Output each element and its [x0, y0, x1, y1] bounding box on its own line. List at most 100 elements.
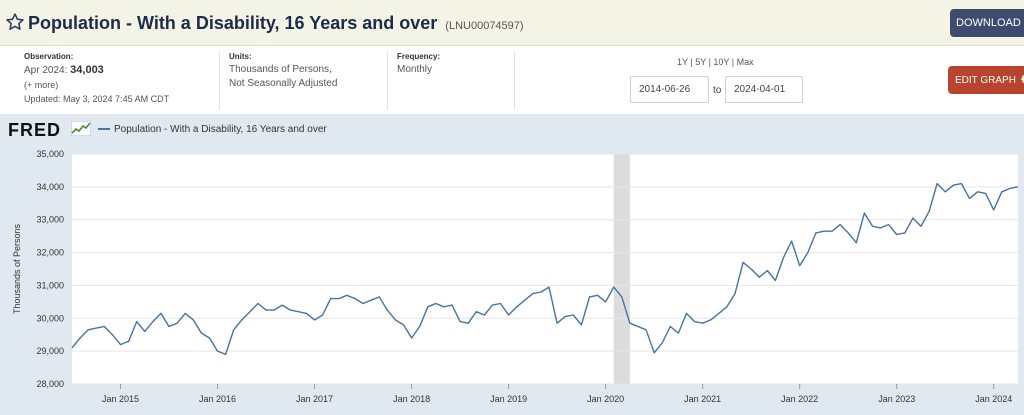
more-link[interactable]: (+ more) — [24, 80, 59, 90]
data-point — [749, 267, 753, 271]
data-point — [903, 231, 907, 235]
observation-value: 34,003 — [70, 64, 104, 76]
data-point — [968, 197, 972, 201]
data-point — [976, 190, 980, 194]
legend-label: Population - With a Disability, 16 Years… — [114, 124, 327, 135]
divider — [219, 52, 220, 110]
start-date-input[interactable]: 2014-06-26 — [630, 76, 709, 103]
data-point — [539, 290, 543, 294]
data-point — [887, 223, 891, 227]
data-point — [814, 231, 818, 235]
data-point — [846, 231, 850, 235]
data-point — [167, 325, 171, 329]
x-tick-label: Jan 2022 — [781, 394, 818, 404]
y-tick-label: 33,000 — [36, 215, 64, 225]
page-title: Population - With a Disability, 16 Years… — [28, 13, 524, 34]
data-point — [86, 328, 90, 332]
updated-text: Updated: May 3, 2024 7:45 AM CDT — [24, 94, 170, 104]
plot-background — [72, 154, 1018, 384]
data-point — [321, 313, 325, 317]
range-10y[interactable]: 10Y — [713, 57, 730, 67]
data-point — [151, 320, 155, 324]
data-point — [119, 343, 123, 347]
data-point — [297, 310, 301, 314]
data-point — [159, 312, 163, 316]
line-chart: 35,000 34,000 33,000 32,000 31,000 30,000 29,0… — [12, 149, 1019, 404]
data-point — [693, 320, 697, 324]
data-point — [377, 295, 381, 299]
series-line — [71, 182, 1019, 356]
data-point — [733, 292, 737, 296]
data-point — [927, 210, 931, 214]
data-point — [911, 216, 915, 220]
edit-graph-button[interactable]: EDIT GRAPH — [948, 66, 1024, 94]
download-button[interactable]: DOWNLOAD — [950, 9, 1024, 37]
end-date-input[interactable]: 2024-04-01 — [725, 76, 803, 103]
y-tick-label: 32,000 — [36, 248, 64, 258]
data-point — [531, 292, 535, 296]
data-point — [935, 182, 939, 186]
frequency-label: Frequency: — [397, 52, 441, 61]
data-point — [790, 239, 794, 243]
data-point — [798, 264, 802, 268]
data-point — [394, 318, 398, 322]
data-point — [555, 321, 559, 325]
range-1y[interactable]: 1Y — [677, 57, 688, 67]
data-point — [992, 208, 996, 212]
data-point — [547, 285, 551, 289]
y-tick-label: 34,000 — [36, 182, 64, 192]
data-point — [685, 312, 689, 316]
data-point — [410, 336, 414, 340]
data-point — [305, 312, 309, 316]
data-point — [628, 321, 632, 325]
fred-logo[interactable]: FRED — [8, 120, 61, 140]
data-point — [442, 305, 446, 309]
recession-shading — [613, 154, 630, 384]
to-label: to — [713, 85, 722, 96]
data-point — [369, 298, 373, 302]
data-point — [353, 297, 357, 301]
data-point — [418, 325, 422, 329]
data-point — [111, 333, 115, 337]
data-point — [636, 325, 640, 329]
data-point — [240, 318, 244, 322]
data-point — [604, 300, 608, 304]
data-point — [960, 182, 964, 186]
data-point — [208, 336, 212, 340]
data-point — [725, 305, 729, 309]
units-label: Units: — [229, 52, 252, 61]
data-point — [806, 251, 810, 255]
data-point — [94, 326, 98, 330]
data-point — [78, 336, 82, 340]
data-point — [499, 302, 503, 306]
data-point — [200, 331, 204, 335]
data-point — [669, 325, 673, 329]
data-point — [1008, 187, 1012, 191]
data-point — [474, 310, 478, 314]
data-point — [361, 302, 365, 306]
data-point — [175, 321, 179, 325]
divider — [387, 52, 388, 110]
data-point — [248, 310, 252, 314]
data-point — [70, 346, 74, 350]
y-tick-label: 28,000 — [36, 379, 64, 389]
data-point — [588, 295, 592, 299]
range-max[interactable]: Max — [736, 57, 754, 67]
legend-swatch — [98, 128, 110, 131]
star-icon[interactable] — [5, 12, 25, 32]
data-point — [580, 323, 584, 327]
data-point — [871, 224, 875, 228]
data-point — [345, 293, 349, 297]
series-title: Population - With a Disability, 16 Years… — [28, 13, 438, 33]
y-tick-label: 29,000 — [36, 346, 64, 356]
data-point — [757, 275, 761, 279]
range-5y[interactable]: 5Y — [695, 57, 707, 67]
chart-area: FRED Population - With a Disability, 16 … — [0, 114, 1024, 415]
x-tick-label: Jan 2017 — [296, 394, 333, 404]
x-tick-label: Jan 2020 — [587, 394, 624, 404]
data-point — [272, 308, 276, 312]
data-point — [774, 279, 778, 283]
data-point — [895, 233, 899, 237]
data-point — [943, 190, 947, 194]
data-point — [402, 323, 406, 327]
